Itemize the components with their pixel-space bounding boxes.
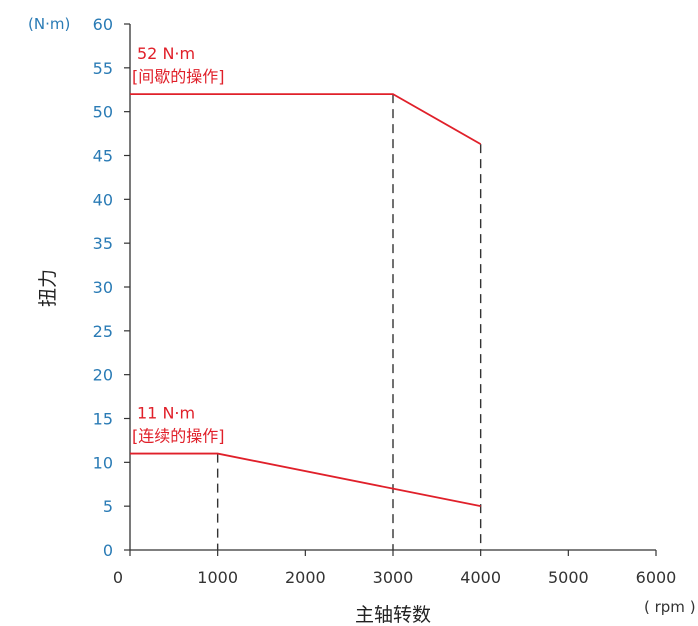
series-line-2 [130, 452, 481, 508]
x-axis-title: 主轴转数 [355, 604, 431, 626]
series-annotation-value: 52 N·m [137, 44, 195, 63]
y-tick-label: 40 [93, 190, 113, 209]
x-tick-label: 5000 [548, 568, 589, 587]
y-tick-label: 15 [93, 410, 113, 429]
x-unit-label: ( rpm ) [644, 598, 696, 616]
x-tick-label: 0 [113, 568, 123, 587]
series-line-1 [130, 93, 482, 145]
axes [124, 23, 657, 556]
y-tick-label: 30 [93, 278, 113, 297]
y-tick-label: 5 [103, 497, 113, 516]
series-annotation-note: [间歇的操作] [132, 67, 225, 86]
x-tick-label: 6000 [636, 568, 677, 587]
series-lines [130, 93, 482, 508]
y-tick-label: 25 [93, 322, 113, 341]
y-axis-title: 扭力 [37, 269, 59, 307]
x-tick-label: 4000 [460, 568, 501, 587]
y-tick-label: 35 [93, 234, 113, 253]
x-tick-label: 3000 [373, 568, 414, 587]
y-tick-label: 0 [103, 541, 113, 560]
x-tick-label: 2000 [285, 568, 326, 587]
guide-lines [216, 94, 482, 550]
y-tick-label: 50 [93, 103, 113, 122]
x-tick-label: 1000 [197, 568, 238, 587]
y-unit-label: (N·m) [28, 15, 70, 33]
y-tick-label: 10 [93, 453, 113, 472]
y-tick-label: 55 [93, 59, 113, 78]
series-annotation-value: 11 N·m [137, 404, 195, 423]
tick-labels: 0 5 10 15 20 25 30 35 40 45 50 55 60 0 1000 2000 3000 400… [93, 15, 677, 587]
series-annotation-note: [连续的操作] [132, 427, 225, 446]
y-tick-label: 45 [93, 147, 113, 166]
y-tick-label: 20 [93, 366, 113, 385]
y-tick-label: 60 [93, 15, 113, 34]
annotations: 52 N·m [间歇的操作] 11 N·m [连续的操作] [132, 44, 225, 445]
